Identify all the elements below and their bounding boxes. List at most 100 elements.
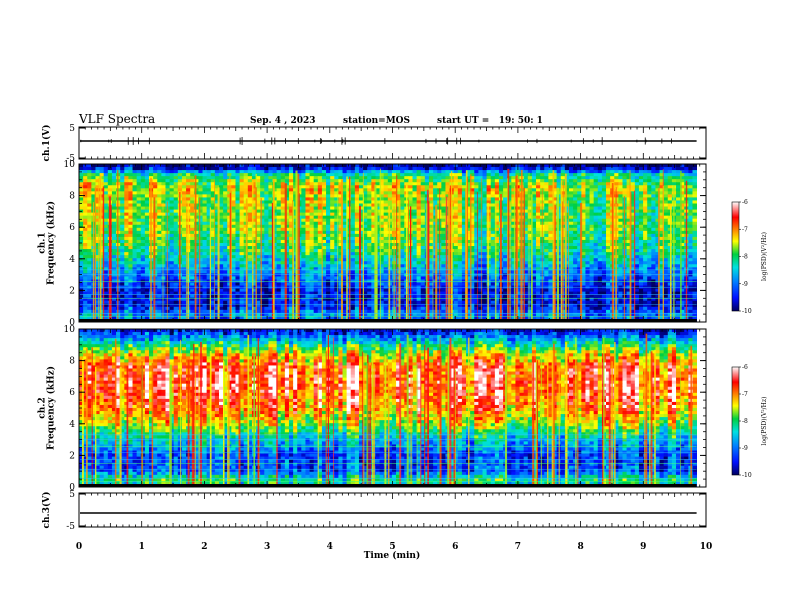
ch1-cell — [218, 221, 224, 226]
ch1-cell — [622, 182, 627, 186]
ch1-cell — [606, 243, 611, 247]
ch1-cell — [630, 164, 636, 168]
ch1-cell — [643, 164, 648, 168]
ch1-cell — [457, 200, 463, 204]
ch1-cell — [651, 249, 656, 253]
ch1-cell — [342, 167, 348, 171]
ch1-cell — [441, 203, 446, 207]
ch1-cell — [260, 200, 265, 204]
ch1-cell — [589, 246, 595, 250]
ch1-cell — [589, 221, 595, 226]
ch1-cell — [326, 221, 331, 226]
ch1-cell — [173, 246, 179, 250]
ch1-cell — [536, 164, 541, 168]
ch1-cell — [293, 179, 298, 183]
ch1-cell — [482, 218, 488, 223]
ch1-cell — [95, 179, 100, 183]
ch1-cell — [540, 173, 545, 177]
ch1-cell — [461, 209, 467, 214]
ch1-cell — [383, 233, 389, 238]
ch1-cell — [334, 203, 339, 207]
ch1-cell — [87, 176, 92, 180]
ch1-cell — [527, 188, 533, 192]
ch1-cell — [482, 197, 488, 201]
ch1-cell — [206, 191, 212, 195]
ch1-cell — [478, 249, 483, 253]
ch1-cell — [350, 194, 356, 198]
ch1-cell — [354, 191, 360, 195]
ch1-cell — [420, 200, 426, 204]
ch1-cell — [490, 200, 496, 204]
ch1-cell — [95, 224, 100, 229]
ch1-cell — [321, 258, 327, 262]
ch1-cell — [305, 255, 310, 259]
ch1-cell — [680, 224, 685, 229]
ch1-cell — [453, 215, 459, 220]
ch1-cell — [573, 203, 578, 207]
ch1-cell — [350, 252, 356, 256]
ch1-cell — [606, 164, 611, 168]
ch1-cell — [692, 179, 697, 183]
ch1-cell — [186, 197, 191, 201]
ch1-cell — [111, 224, 117, 229]
ch1-cell — [334, 221, 339, 226]
ch1-cell — [223, 233, 228, 238]
ch1-cell — [243, 194, 249, 198]
ch1-cell — [540, 182, 545, 186]
ch1-cell — [367, 255, 372, 259]
ch1-cell — [95, 197, 100, 201]
ch1-cell — [95, 191, 100, 195]
ch1-cell — [367, 258, 372, 262]
ch1-cell — [474, 176, 479, 180]
ch1-cell — [103, 194, 109, 198]
ch1-cell — [111, 243, 117, 247]
ch1-cell — [585, 170, 590, 174]
ch1-cell — [301, 173, 306, 177]
ch1-cell — [181, 188, 187, 192]
ch1-cell — [83, 239, 88, 244]
ch1-cell — [346, 167, 352, 171]
ch1-cell — [342, 236, 348, 241]
ch1-cell — [157, 167, 162, 171]
ch1-cell — [638, 246, 644, 250]
ch1-cell — [568, 255, 574, 259]
ch1-cell — [239, 182, 245, 186]
ch1-cell — [536, 173, 541, 177]
ch1-cell — [218, 209, 224, 214]
ch1-cell — [99, 206, 105, 210]
ch1-cell — [507, 239, 512, 244]
ch1-cell — [218, 173, 224, 177]
ch1-cell — [593, 218, 599, 223]
ch1-cell — [120, 233, 125, 238]
ch1-cell — [284, 203, 290, 207]
ch1-cell — [428, 200, 434, 204]
ch1-cell — [190, 212, 195, 217]
ch1-cell — [83, 255, 88, 259]
ch1-cell — [379, 230, 385, 235]
ch1-cell — [218, 252, 224, 256]
ch1-cell — [326, 249, 331, 253]
ch1-cell — [676, 249, 681, 253]
ch1-cell — [461, 188, 467, 192]
ch1-cell — [478, 218, 483, 223]
ch1-cell — [630, 200, 636, 204]
ch1-cell — [680, 239, 685, 244]
ch1-cell — [288, 197, 294, 201]
ch1-cell — [688, 167, 693, 171]
ch1-cell — [272, 227, 278, 232]
ch1-cell — [95, 246, 100, 250]
ch1-cell — [153, 233, 158, 238]
ch1-cell — [667, 191, 673, 195]
ch1-cell — [363, 167, 368, 171]
ch1-cell — [358, 215, 364, 220]
ch1-cell — [181, 179, 187, 183]
ch1-cell — [581, 227, 586, 232]
ch1-cell — [548, 212, 553, 217]
ch1-cell — [470, 194, 475, 198]
ch1-cell — [190, 167, 195, 171]
ch1-cell — [338, 221, 343, 226]
ch1-cell — [494, 164, 500, 168]
ch1-cell — [144, 224, 150, 229]
ch1-cell — [239, 206, 245, 210]
ch1-cell — [536, 255, 541, 259]
